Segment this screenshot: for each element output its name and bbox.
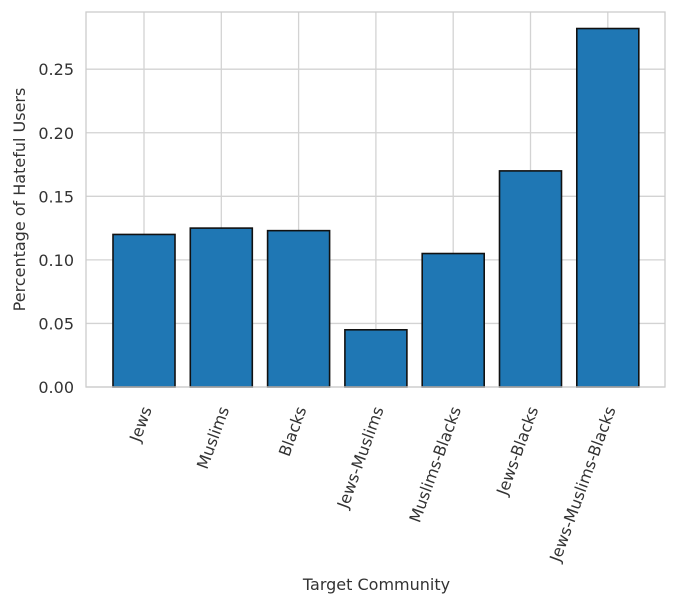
y-axis-label: Percentage of Hateful Users	[10, 88, 29, 312]
bar-jews-muslims	[344, 328, 408, 388]
y-tick-label: 0.25	[38, 60, 74, 79]
y-tick-label: 0.15	[38, 187, 74, 206]
y-tick-label: 0.20	[38, 124, 74, 143]
x-tick-label: Muslims-Blacks	[405, 404, 465, 525]
bar-muslims	[189, 227, 254, 388]
bar-jews-muslims-blacks	[575, 27, 640, 388]
y-tick-label: 0.05	[38, 314, 74, 333]
bar-muslims-blacks	[421, 252, 486, 388]
x-tick-label: Jews-Muslims	[333, 404, 388, 512]
x-tick-label: Muslims	[193, 404, 233, 472]
plot-frame	[85, 11, 666, 388]
bars	[112, 27, 640, 388]
y-tick-label: 0.10	[38, 251, 74, 270]
x-axis-ticks: Jews Muslims Blacks Jews-Muslims Muslims-Bla…	[125, 404, 619, 565]
x-axis-label: Target Community	[302, 575, 450, 594]
bar-blacks	[266, 229, 331, 388]
x-tick-label: Jews-Muslims-Blacks	[545, 404, 619, 565]
y-axis-ticks: 0.00 0.05 0.10 0.15 0.20 0.25	[38, 60, 74, 397]
x-tick-label: Jews-Blacks	[492, 404, 542, 499]
x-tick-label: Blacks	[275, 404, 311, 459]
bar-jews	[112, 233, 176, 388]
x-tick-label: Jews	[125, 404, 156, 445]
y-tick-label: 0.00	[38, 378, 74, 397]
bar-jews-blacks	[498, 170, 563, 388]
